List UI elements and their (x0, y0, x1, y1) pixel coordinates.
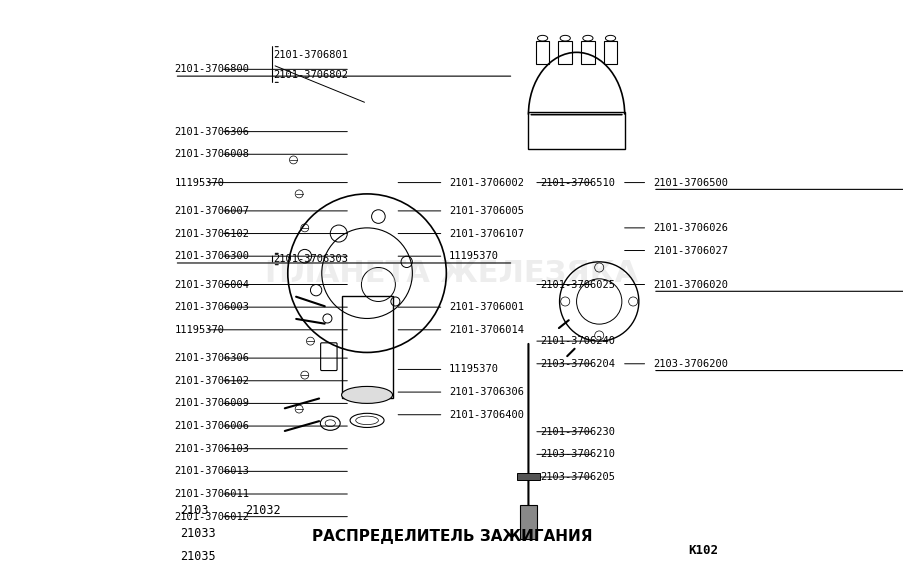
Text: 2101-3706510: 2101-3706510 (539, 178, 614, 188)
Text: 2103-3706205: 2103-3706205 (539, 472, 614, 482)
Text: 2103-3706200: 2103-3706200 (652, 359, 727, 369)
Text: 11195370: 11195370 (449, 364, 498, 374)
Text: 2101-3706303: 2101-3706303 (274, 254, 349, 264)
Text: 2101-3706240: 2101-3706240 (539, 336, 614, 346)
Text: 11195370: 11195370 (449, 251, 498, 261)
Text: 2103-3706210: 2103-3706210 (539, 450, 614, 459)
Text: 2101-3706009: 2101-3706009 (174, 398, 249, 409)
Text: 2101-3706001: 2101-3706001 (449, 302, 524, 312)
Text: 2101-3706027: 2101-3706027 (652, 246, 727, 255)
Text: 2101-3706306: 2101-3706306 (449, 387, 524, 397)
Text: 2101-3706020: 2101-3706020 (652, 279, 727, 290)
Text: 2101-3706026: 2101-3706026 (652, 223, 727, 233)
Text: 2101-3706006: 2101-3706006 (174, 421, 249, 431)
Text: 2101-3706012: 2101-3706012 (174, 512, 249, 522)
Text: 2101-3706014: 2101-3706014 (449, 325, 524, 335)
Text: 2103: 2103 (180, 505, 209, 517)
Text: 2101-3706230: 2101-3706230 (539, 427, 614, 437)
Text: РАСПРЕДЕЛИТЕЛЬ ЗАЖИГАНИЯ: РАСПРЕДЕЛИТЕЛЬ ЗАЖИГАНИЯ (312, 529, 591, 544)
Text: 2101-3706306: 2101-3706306 (174, 127, 249, 137)
Text: 11195370: 11195370 (174, 325, 224, 335)
Text: 2101-3706004: 2101-3706004 (174, 279, 249, 290)
Text: 2101-3706400: 2101-3706400 (449, 410, 524, 420)
FancyBboxPatch shape (517, 473, 539, 480)
Text: ПЛАНЕТА ЖЕЛЕЗЯКА: ПЛАНЕТА ЖЕЛЕЗЯКА (265, 259, 638, 288)
Text: 2101-3706103: 2101-3706103 (174, 444, 249, 453)
Text: 2101-3706013: 2101-3706013 (174, 467, 249, 476)
Text: 2101-3706500: 2101-3706500 (652, 178, 727, 188)
Text: 2101-3706800: 2101-3706800 (174, 64, 249, 75)
Text: 2101-3706007: 2101-3706007 (174, 206, 249, 216)
Text: 2101-3706005: 2101-3706005 (449, 206, 524, 216)
Text: 2101-3706102: 2101-3706102 (174, 376, 249, 386)
Text: 2101-3706306: 2101-3706306 (174, 353, 249, 363)
Text: 2101-3706102: 2101-3706102 (174, 229, 249, 238)
Text: 11195370: 11195370 (174, 178, 224, 188)
Text: 2101-3706107: 2101-3706107 (449, 229, 524, 238)
Text: 2101-3706002: 2101-3706002 (449, 178, 524, 188)
Text: 2101-3706300: 2101-3706300 (174, 251, 249, 261)
Text: 2101-3706008: 2101-3706008 (174, 149, 249, 159)
Text: 2101-3706025: 2101-3706025 (539, 279, 614, 290)
Text: 2103-3706204: 2103-3706204 (539, 359, 614, 369)
Text: К102: К102 (687, 544, 717, 557)
Text: 21035: 21035 (180, 550, 216, 563)
FancyBboxPatch shape (519, 505, 536, 539)
Text: 2101-3706011: 2101-3706011 (174, 489, 249, 499)
Text: 21032: 21032 (245, 505, 281, 517)
Text: 2101-3706801: 2101-3706801 (274, 50, 349, 60)
Text: 2101-3706802: 2101-3706802 (274, 70, 349, 80)
Text: 2101-3706003: 2101-3706003 (174, 302, 249, 312)
Text: 21033: 21033 (180, 527, 216, 540)
Ellipse shape (341, 386, 392, 403)
